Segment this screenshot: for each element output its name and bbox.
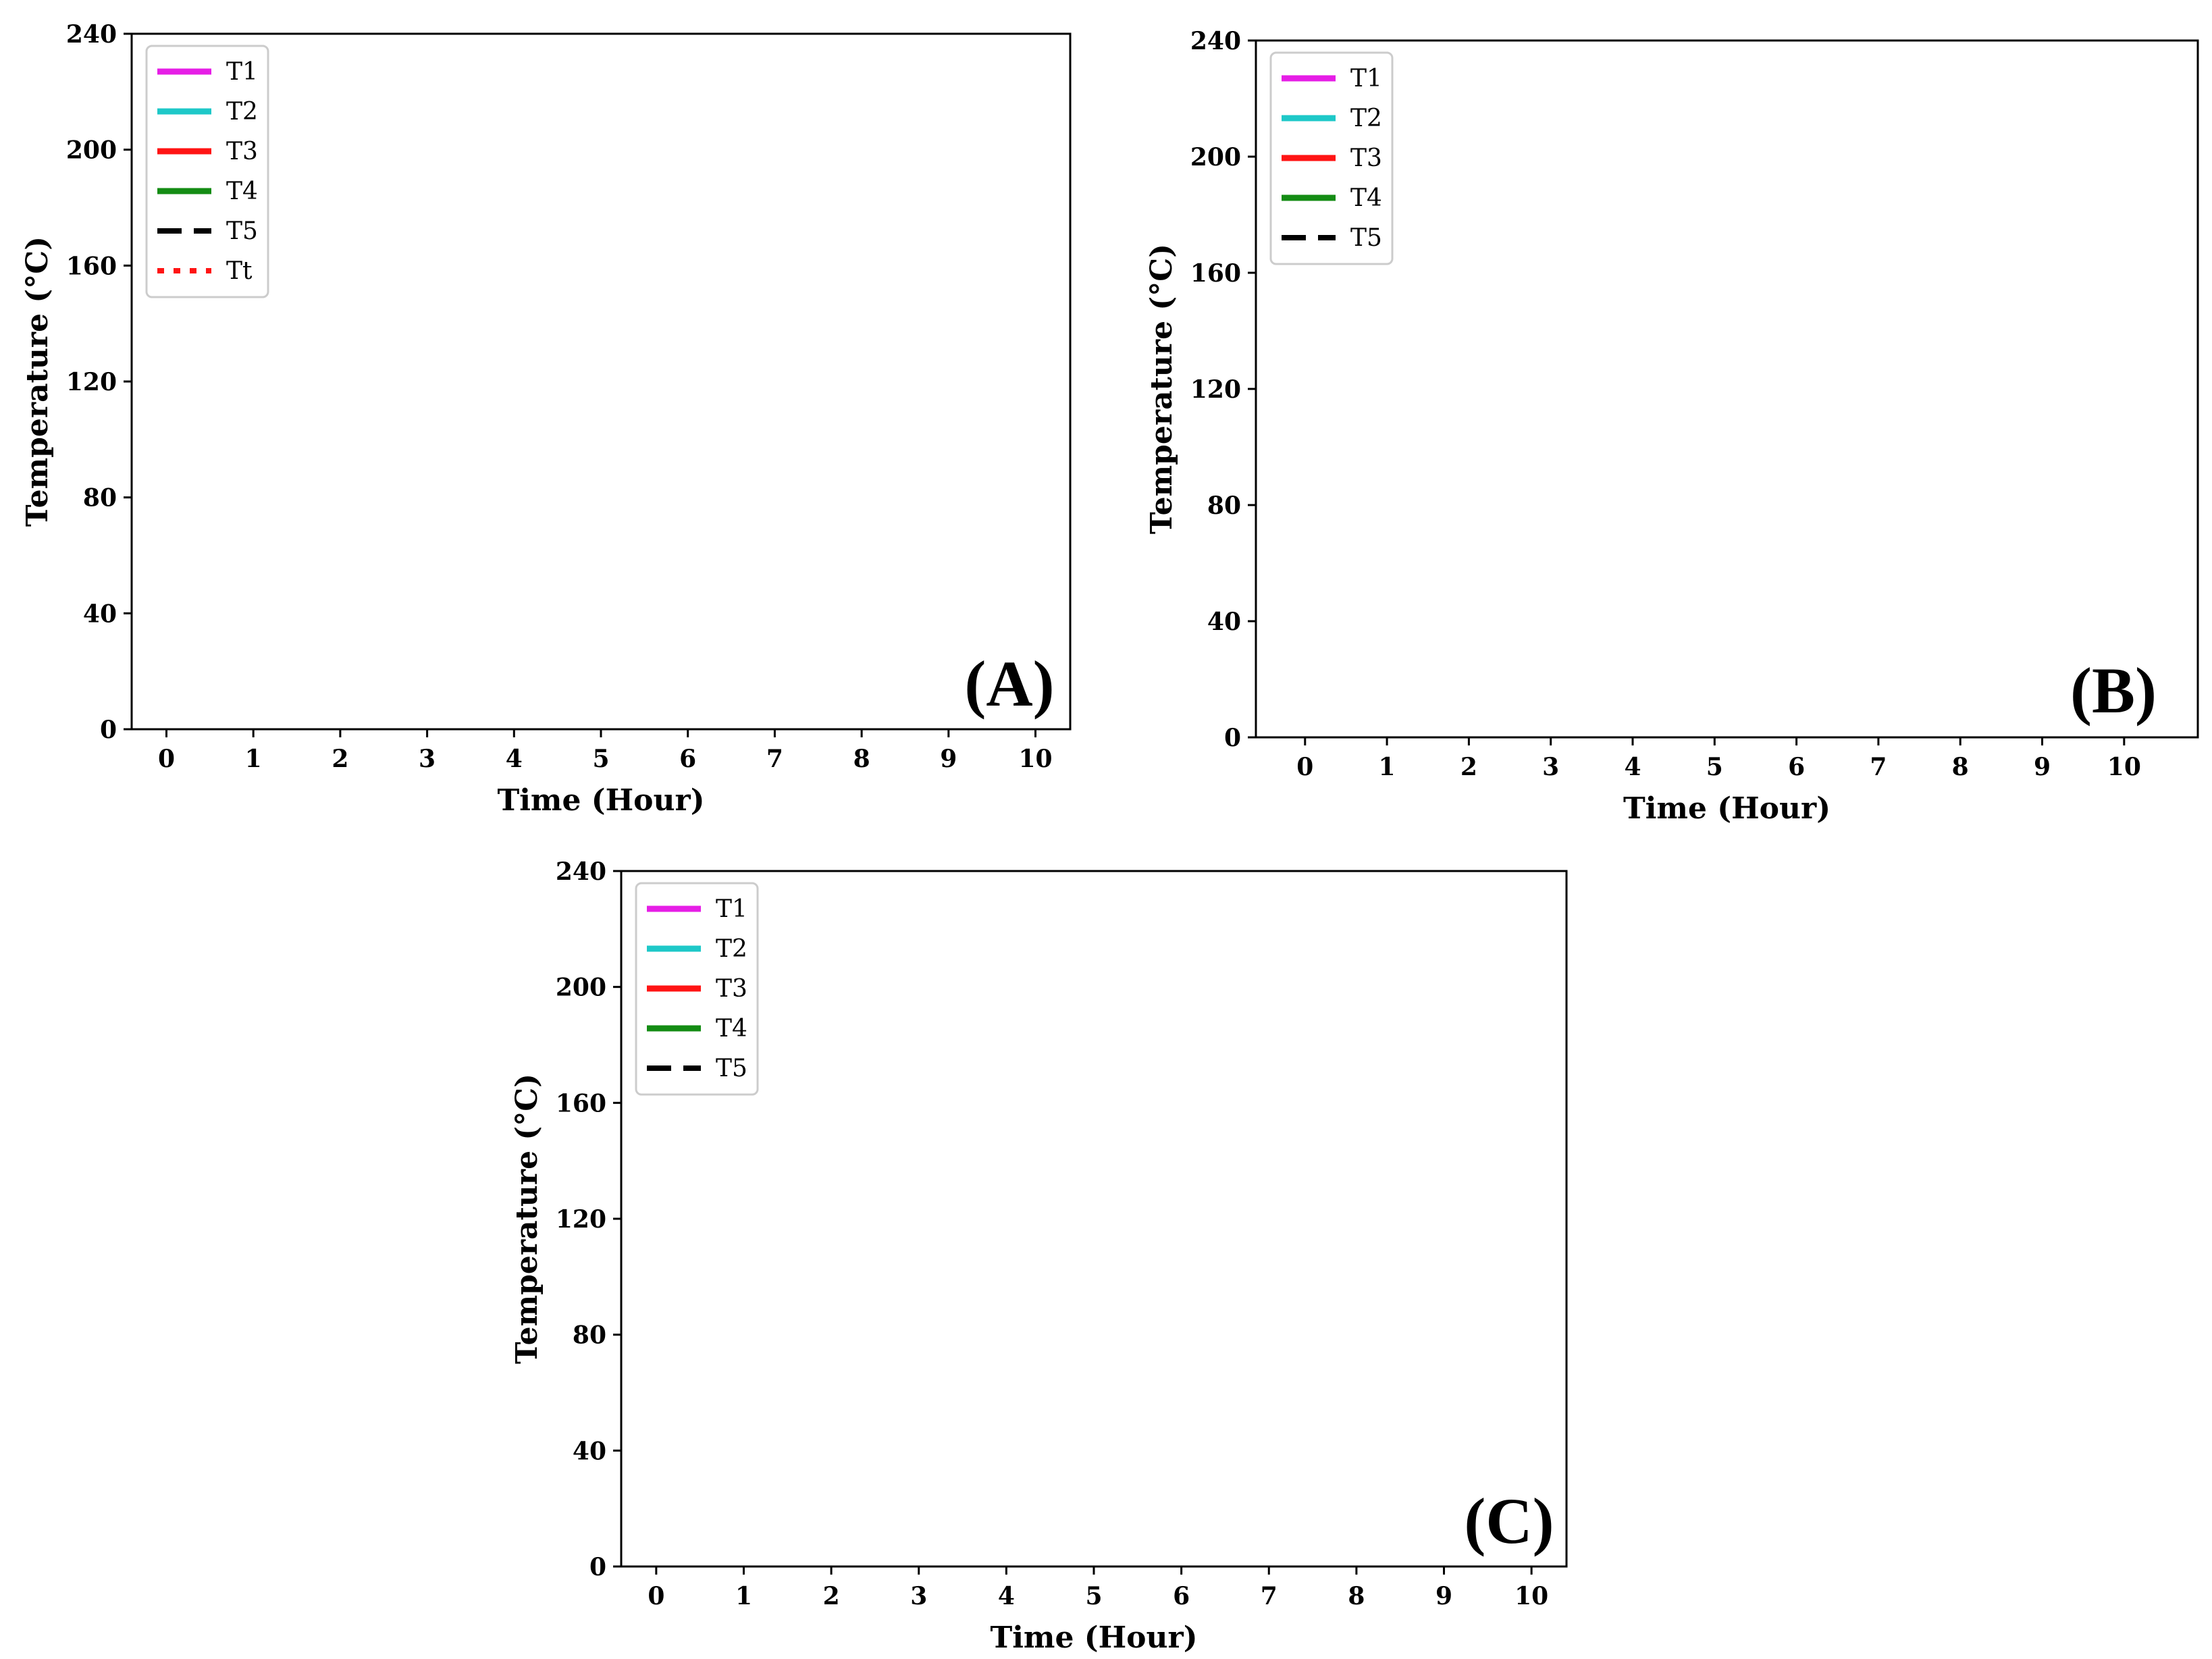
y-tick-label: 200: [66, 136, 117, 165]
x-tick-label: 6: [1173, 1582, 1190, 1610]
y-tick-label: 240: [556, 858, 606, 886]
legend: T1 T2 T3 T4 T5: [635, 882, 759, 1096]
y-axis-label: Temperature (°C): [1144, 244, 1179, 534]
x-tick-label: 0: [1296, 753, 1313, 781]
x-tick-label: 3: [419, 745, 436, 773]
y-tick-label: 0: [100, 716, 117, 744]
panel-label: (A): [964, 648, 1054, 720]
chart-panel-b: 0 1 2 3 4 5 6 7 8 9 10 0 40 80 120 160 200 240 Time (Hour)…: [1144, 27, 2199, 826]
y-tick-label: 160: [556, 1089, 606, 1117]
y-tick-label: 40: [83, 600, 117, 628]
x-tick-label: 1: [1379, 753, 1396, 781]
x-tick-label: 2: [823, 1582, 840, 1610]
panel-label: (C): [1464, 1485, 1554, 1557]
x-tick-label: 2: [1460, 753, 1477, 781]
x-axis-label: Time (Hour): [497, 783, 704, 818]
chart-panel-c: 0 1 2 3 4 5 6 7 8 9 10 0 40 80 120 160 200 240 Time (Hour)…: [510, 858, 1568, 1655]
y-tick-label: 80: [573, 1321, 606, 1350]
legend-label-t4: T4: [716, 1015, 747, 1043]
y-tick-label: 120: [556, 1205, 606, 1234]
y-tick-label: 40: [573, 1437, 606, 1465]
x-tick-label: 4: [1624, 753, 1641, 781]
x-tick-label: 8: [1348, 1582, 1365, 1610]
plot-frame: [620, 870, 1568, 1568]
panel-label: (B): [2070, 654, 2157, 727]
x-tick-label: 6: [679, 745, 696, 773]
y-tick-label: 40: [1207, 608, 1241, 636]
y-tick-label: 120: [1190, 375, 1241, 404]
x-tick-label: 2: [332, 745, 348, 773]
legend-label-t5: T5: [716, 1055, 747, 1082]
plot-frame: [1255, 39, 2199, 739]
x-tick-label: 7: [766, 745, 783, 773]
x-tick-label: 0: [648, 1582, 664, 1610]
chart-panel-a: 0 1 2 3 4 5 6 7 8 9 10 0 40 80 120 160 200 240 Time (Hour)…: [20, 20, 1072, 818]
y-tick-label: 0: [1224, 724, 1241, 752]
legend-label-t3: T3: [226, 138, 258, 165]
y-tick-label: 200: [556, 974, 606, 1002]
y-tick-label: 200: [1190, 143, 1241, 172]
legend: T1 T2 T3 T4 T5: [1269, 51, 1394, 265]
x-tick-label: 1: [735, 1582, 752, 1610]
y-tick-label: 160: [66, 252, 117, 280]
y-tick-label: 80: [1207, 492, 1241, 520]
y-tick-label: 240: [1190, 27, 1241, 55]
y-tick-label: 240: [66, 20, 117, 49]
y-tick-label: 80: [83, 484, 117, 512]
legend-label-t3: T3: [1350, 144, 1382, 172]
x-tick-label: 10: [1018, 745, 1052, 773]
legend-label-t5: T5: [226, 217, 258, 245]
x-tick-label: 4: [998, 1582, 1015, 1610]
x-axis-label: Time (Hour): [1623, 791, 1831, 826]
x-tick-label: 8: [853, 745, 870, 773]
x-tick-label: 4: [506, 745, 523, 773]
y-tick-label: 120: [66, 368, 117, 396]
legend-label-t4: T4: [1350, 184, 1382, 212]
x-tick-label: 6: [1788, 753, 1805, 781]
x-tick-label: 3: [1542, 753, 1559, 781]
x-axis-label: Time (Hour): [990, 1621, 1197, 1655]
x-tick-label: 3: [910, 1582, 927, 1610]
x-tick-label: 9: [940, 745, 957, 773]
x-tick-label: 10: [1515, 1582, 1548, 1610]
legend-label-tt: Tt: [226, 257, 253, 285]
legend-label-t4: T4: [226, 178, 258, 205]
x-tick-label: 5: [1085, 1582, 1102, 1610]
legend-label-t1: T1: [1350, 65, 1382, 93]
legend: T1 T2 T3 T4 T5 Tt: [145, 45, 269, 298]
x-tick-label: 8: [1952, 753, 1969, 781]
legend-label-t5: T5: [1350, 224, 1382, 252]
y-tick-label: 0: [589, 1553, 606, 1581]
legend-label-t1: T1: [716, 895, 747, 923]
x-tick-label: 7: [1261, 1582, 1278, 1610]
x-tick-label: 10: [2107, 753, 2141, 781]
legend-label-t2: T2: [716, 935, 747, 963]
legend-label-t1: T1: [226, 58, 258, 86]
x-tick-label: 5: [1706, 753, 1723, 781]
legend-label-t2: T2: [1350, 105, 1382, 132]
x-tick-label: 9: [1436, 1582, 1452, 1610]
x-tick-label: 1: [245, 745, 262, 773]
plot-frame: [130, 32, 1072, 731]
legend-label-t3: T3: [716, 975, 747, 1003]
y-axis-label: Temperature (°C): [20, 236, 55, 527]
x-tick-label: 0: [158, 745, 175, 773]
x-tick-label: 5: [592, 745, 609, 773]
y-axis-label: Temperature (°C): [510, 1074, 544, 1364]
legend-label-t2: T2: [226, 98, 258, 126]
y-tick-label: 160: [1190, 259, 1241, 288]
x-tick-label: 9: [2034, 753, 2051, 781]
x-tick-label: 7: [1870, 753, 1887, 781]
